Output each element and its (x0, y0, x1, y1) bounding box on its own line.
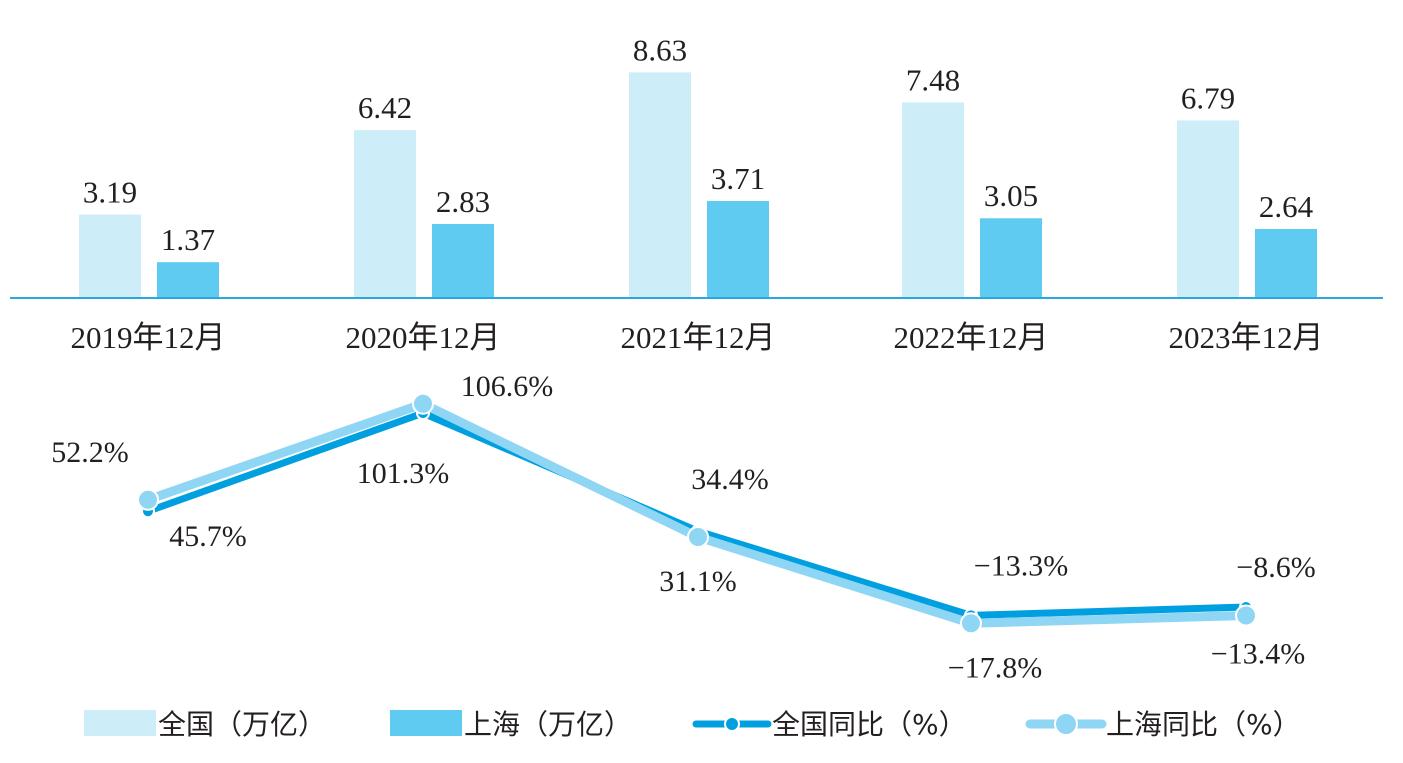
bar-shanghai-value-0: 1.37 (161, 222, 215, 257)
x-tick-label-0: 2019年12月 (71, 320, 226, 355)
point-national-label-4: −8.6% (1236, 551, 1315, 584)
bar-national-value-4: 6.79 (1181, 80, 1235, 115)
point-shanghai-label-4: −13.4% (1211, 638, 1305, 671)
bar-shanghai-value-3: 3.05 (984, 178, 1038, 213)
x-tick-label-2: 2021年12月 (621, 320, 776, 355)
legend-label-national-bar: 全国（万亿） (158, 708, 326, 741)
point-national-label-3: −13.3% (974, 549, 1068, 582)
point-shanghai-label-0: 52.2% (51, 436, 129, 469)
legend-label-national-line: 全国同比（%） (772, 708, 967, 741)
lines-layer: 45.7% 101.3% 34.4% −13.3% −8.6% 52.2% 106.6% 31… (51, 370, 1315, 685)
bar-shanghai-value-1: 2.83 (436, 184, 490, 219)
bar-shanghai-1 (432, 224, 494, 298)
point-shanghai-label-2: 31.1% (659, 565, 737, 598)
x-tick-label-3: 2022年12月 (894, 320, 1049, 355)
legend-label-shanghai-bar: 上海（万亿） (464, 708, 632, 741)
point-shanghai-label-3: −17.8% (948, 651, 1042, 684)
bar-national-2 (629, 72, 691, 298)
bar-national-value-1: 6.42 (358, 90, 412, 125)
bar-shanghai-value-4: 2.64 (1259, 189, 1314, 224)
legend-label-shanghai-line: 上海同比（%） (1106, 708, 1301, 741)
bar-national-4 (1177, 120, 1239, 298)
point-national-label-1: 101.3% (357, 457, 450, 490)
bar-national-0 (79, 215, 141, 298)
point-shanghai-1 (413, 394, 433, 414)
legend-marker-national (725, 717, 739, 731)
x-tick-label-4: 2023年12月 (1169, 320, 1324, 355)
bar-national-value-3: 7.48 (906, 62, 960, 97)
bar-shanghai-0 (157, 262, 219, 298)
legend-swatch-national-bar (84, 710, 156, 736)
legend: 全国（万亿） 上海（万亿） 全国同比（%） 上海同比（%） (84, 708, 1301, 741)
point-shanghai-0 (138, 490, 158, 510)
bar-shanghai-value-2: 3.71 (711, 161, 765, 196)
point-shanghai-label-1: 106.6% (461, 370, 554, 403)
bar-shanghai-3 (980, 218, 1042, 298)
x-tick-label-1: 2020年12月 (346, 320, 501, 355)
point-shanghai-4 (1236, 606, 1256, 626)
legend-swatch-shanghai-bar (390, 710, 462, 736)
legend-marker-shanghai (1055, 713, 1077, 735)
point-national-label-0: 45.7% (169, 520, 247, 553)
category-labels: 2019年12月 2020年12月 2021年12月 2022年12月 2023年12月 (71, 320, 1324, 355)
bar-national-1 (354, 130, 416, 298)
bar-national-3 (902, 102, 964, 298)
bar-shanghai-4 (1255, 229, 1317, 298)
bar-shanghai-2 (707, 201, 769, 298)
point-shanghai-3 (961, 613, 981, 633)
bar-national-value-0: 3.19 (83, 175, 137, 210)
bar-national-value-2: 8.63 (633, 32, 687, 67)
point-shanghai-2 (688, 527, 708, 547)
bars-layer: 3.19 6.42 8.63 7.48 6.79 1.37 2.83 3.71 3.05 2.64 (79, 32, 1317, 298)
point-national-label-2: 34.4% (691, 463, 769, 496)
